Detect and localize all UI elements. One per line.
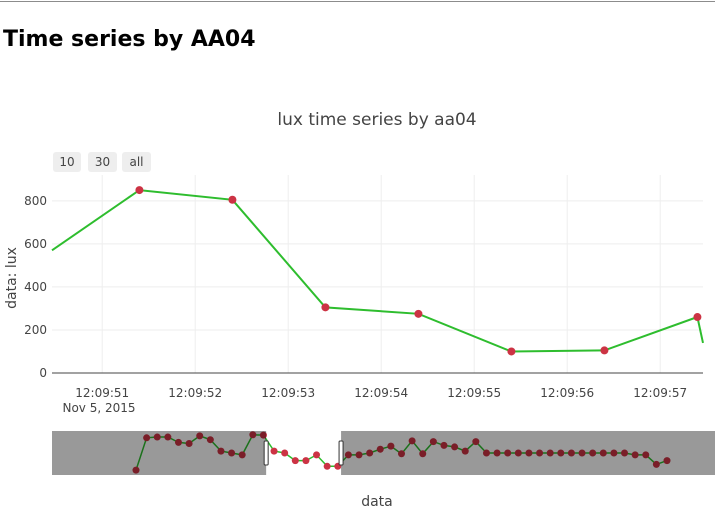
range-slider-point (132, 466, 140, 474)
range-slider-handle-left[interactable] (263, 440, 269, 466)
range-slider-point (206, 436, 214, 444)
range-slider-point (472, 438, 480, 446)
range-slider-point (291, 457, 299, 465)
top-divider (0, 1, 715, 2)
range-slider-point (281, 449, 289, 457)
range-slider-point (153, 433, 161, 441)
range-slider-point (440, 441, 448, 449)
range-slider-point (567, 449, 575, 457)
range-slider-point (557, 449, 565, 457)
grid-lines (52, 175, 703, 374)
data-point (693, 313, 702, 322)
range-slider-point (185, 440, 193, 447)
range-slider-point (504, 449, 512, 457)
data-point (135, 186, 144, 195)
range-button-all[interactable]: all (122, 152, 151, 172)
y-tick-label: 400 (24, 280, 47, 294)
range-slider-point (631, 451, 639, 459)
x-tick-label: 12:09:54 (354, 386, 408, 400)
range-slider-point (238, 451, 246, 459)
range-slider[interactable] (52, 431, 715, 475)
x-tick-label: 12:09:56 (540, 386, 594, 400)
range-button-30[interactable]: 30 (88, 152, 117, 172)
data-point (228, 195, 237, 204)
x-axis-ticks: 12:09:51 12:09:52 12:09:53 12:09:54 12:09:55… (75, 386, 687, 400)
range-slider-point (578, 449, 586, 457)
range-button-10[interactable]: 10 (53, 152, 81, 172)
range-slider-point (366, 449, 374, 457)
range-slider-point (461, 447, 469, 455)
range-slider-point (355, 451, 363, 459)
range-slider-point (642, 451, 650, 459)
y-tick-label: 0 (39, 366, 47, 380)
range-slider-point (313, 451, 321, 459)
range-slider-point (546, 449, 554, 457)
range-slider-point (164, 433, 172, 441)
range-slider-point (536, 449, 544, 457)
range-slider-point (652, 460, 660, 468)
range-slider-point (143, 434, 151, 442)
range-slider-point (376, 445, 384, 453)
range-slider-mask-right (341, 431, 715, 475)
range-slider-point (482, 449, 490, 457)
page-heading: Time series by AA04 (3, 27, 256, 52)
range-slider-mask-left (52, 431, 267, 475)
range-slider-point (493, 449, 501, 457)
y-tick-label: 600 (24, 237, 47, 251)
range-slider-point (451, 443, 459, 451)
range-slider-point (344, 451, 352, 459)
range-slider-point (270, 447, 278, 455)
range-slider-point (610, 449, 618, 457)
x-tick-label: 12:09:52 (168, 386, 222, 400)
data-point (321, 303, 330, 312)
range-slider-point (525, 449, 533, 457)
x-axis-title: data (361, 494, 393, 510)
x-tick-label: 12:09:53 (261, 386, 315, 400)
range-slider-point (663, 457, 671, 465)
x-tick-label: 12:09:51 (75, 386, 129, 400)
range-slider-point (514, 449, 522, 457)
range-slider-handle-right[interactable] (338, 440, 344, 466)
range-slider-point (196, 432, 204, 440)
range-button-label: 10 (59, 155, 74, 169)
x-axis-date-label: Nov 5, 2015 (62, 401, 135, 415)
y-tick-label: 800 (24, 194, 47, 208)
lux-series (51, 186, 704, 356)
range-button-label: all (129, 155, 143, 169)
range-button-label: 30 (95, 155, 110, 169)
range-slider-point (323, 462, 331, 470)
range-button-bg (53, 152, 81, 172)
range-slider-point (589, 449, 597, 457)
series-line (51, 189, 704, 353)
range-slider-point (429, 438, 437, 446)
range-slider-point (217, 447, 225, 455)
y-tick-label: 200 (24, 323, 47, 337)
range-slider-point (259, 431, 267, 439)
range-slider-point (228, 449, 236, 457)
range-button-bg (122, 152, 151, 172)
range-slider-point (387, 442, 395, 450)
range-selector[interactable]: 10 30 all (53, 152, 151, 172)
range-slider-point (419, 450, 427, 458)
range-slider-point (249, 431, 257, 439)
data-point (600, 346, 609, 355)
range-button-bg (88, 152, 117, 172)
data-point (414, 309, 423, 318)
range-slider-point (174, 438, 182, 446)
chart-title: lux time series by aa04 (277, 110, 476, 130)
y-axis-title: data: lux (4, 247, 20, 309)
range-slider-point (621, 449, 629, 457)
x-tick-label: 12:09:57 (633, 386, 687, 400)
range-slider-point (599, 449, 607, 457)
range-slider-point (408, 437, 416, 445)
x-tick-label: 12:09:55 (447, 386, 501, 400)
range-slider-point (302, 457, 310, 465)
data-point (507, 347, 516, 356)
range-slider-point (398, 450, 405, 458)
y-axis-ticks: 0 200 400 600 800 (24, 194, 47, 380)
